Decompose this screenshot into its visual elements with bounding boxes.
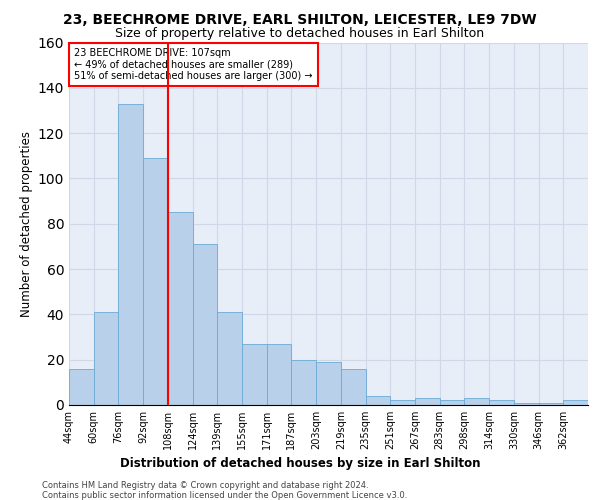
Bar: [415, 398, 440, 405]
Bar: [341, 369, 365, 405]
Bar: [242, 344, 267, 405]
Bar: [316, 362, 341, 405]
Bar: [292, 360, 316, 405]
Text: Contains HM Land Registry data © Crown copyright and database right 2024.: Contains HM Land Registry data © Crown c…: [42, 481, 368, 490]
Bar: [464, 398, 489, 405]
Bar: [94, 312, 118, 405]
Text: 23, BEECHROME DRIVE, EARL SHILTON, LEICESTER, LE9 7DW: 23, BEECHROME DRIVE, EARL SHILTON, LEICE…: [63, 12, 537, 26]
Bar: [514, 402, 539, 405]
Bar: [267, 344, 292, 405]
Bar: [217, 312, 242, 405]
Bar: [539, 402, 563, 405]
Text: 23 BEECHROME DRIVE: 107sqm
← 49% of detached houses are smaller (289)
51% of sem: 23 BEECHROME DRIVE: 107sqm ← 49% of deta…: [74, 48, 313, 81]
Bar: [193, 244, 217, 405]
Text: Contains public sector information licensed under the Open Government Licence v3: Contains public sector information licen…: [42, 491, 407, 500]
Y-axis label: Number of detached properties: Number of detached properties: [20, 130, 34, 317]
Bar: [118, 104, 143, 405]
Text: Size of property relative to detached houses in Earl Shilton: Size of property relative to detached ho…: [115, 28, 485, 40]
Bar: [440, 400, 464, 405]
Bar: [168, 212, 193, 405]
Bar: [143, 158, 168, 405]
Text: Distribution of detached houses by size in Earl Shilton: Distribution of detached houses by size …: [120, 458, 480, 470]
Bar: [489, 400, 514, 405]
Bar: [69, 369, 94, 405]
Bar: [563, 400, 588, 405]
Bar: [390, 400, 415, 405]
Bar: [365, 396, 390, 405]
